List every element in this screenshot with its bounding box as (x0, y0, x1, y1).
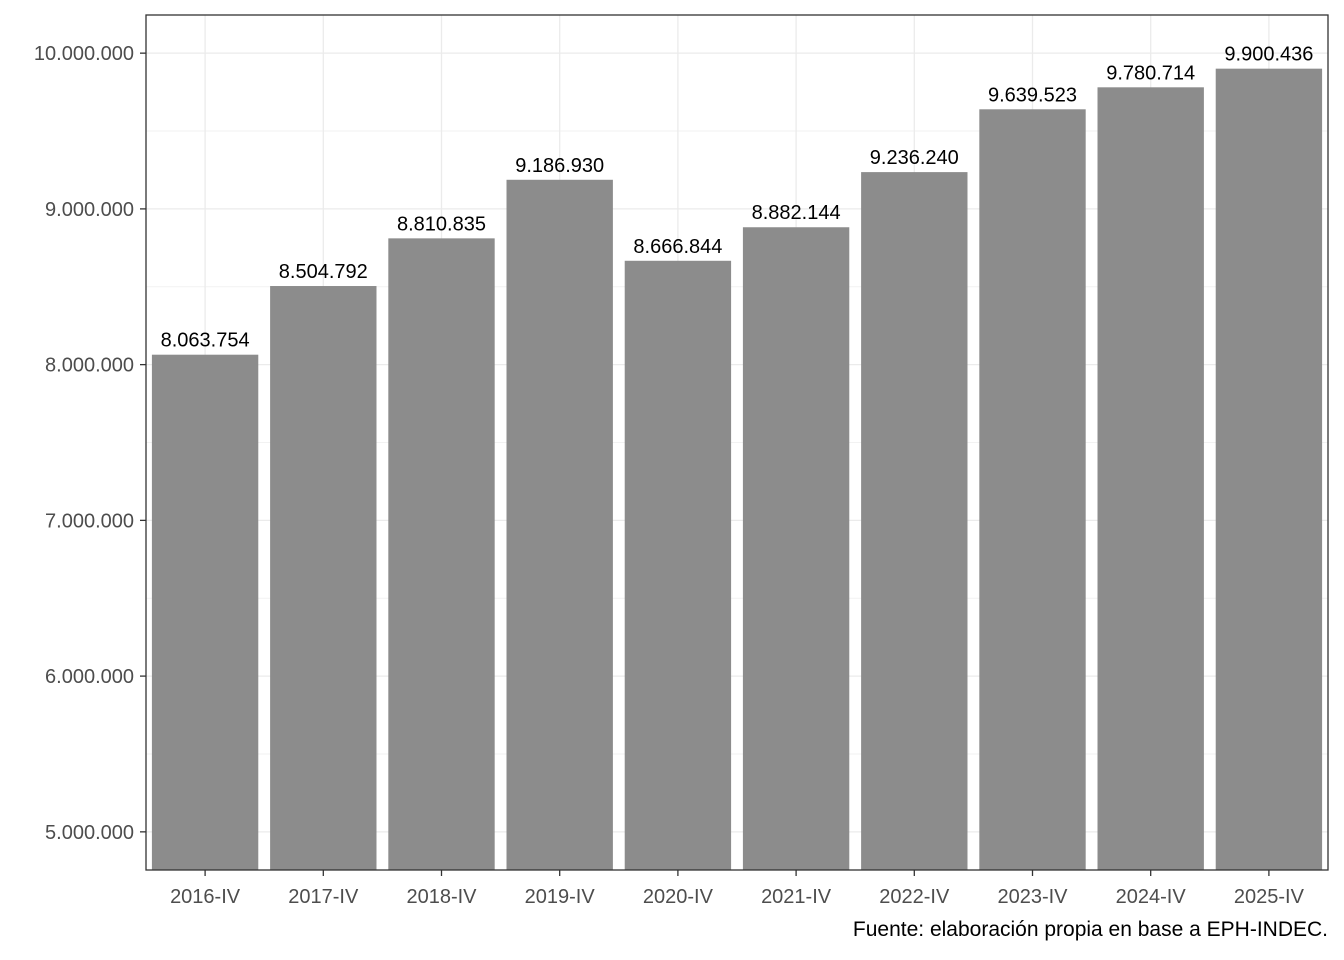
bar (270, 286, 377, 870)
bar (151, 354, 259, 870)
x-tick-label: 2018-IV (406, 886, 477, 908)
bar (624, 260, 732, 870)
y-axis: 5.000.000 6.000.000 7.000.000 8.000.000 9.00… (34, 43, 146, 844)
bar-value-label: 8.666.844 (633, 236, 722, 258)
y-tick-label: 5.000.000 (45, 822, 134, 844)
y-tick-label: 10.000.000 (34, 43, 134, 65)
x-tick-label: 2019-IV (525, 886, 596, 908)
x-tick-label: 2023-IV (997, 886, 1068, 908)
bar-value-label: 9.780.714 (1106, 62, 1195, 84)
x-tick-label: 2016-IV (170, 886, 241, 908)
bar-value-label: 9.186.930 (515, 155, 604, 177)
bars (151, 68, 1323, 871)
bar-value-label: 8.882.144 (752, 202, 841, 224)
y-tick-label: 9.000.000 (45, 199, 134, 221)
bar-value-label: 9.236.240 (870, 147, 959, 169)
x-tick-label: 2017-IV (288, 886, 359, 908)
x-tick-label: 2025-IV (1234, 886, 1305, 908)
x-tick-label: 2024-IV (1116, 886, 1187, 908)
bar (1097, 87, 1204, 871)
y-tick-label: 8.000.000 (45, 355, 134, 377)
bar (742, 227, 850, 871)
bar (979, 109, 1086, 871)
bar (1215, 68, 1323, 870)
x-tick-label: 2020-IV (643, 886, 714, 908)
bar-value-label: 9.639.523 (988, 84, 1077, 106)
x-tick-label: 2021-IV (761, 886, 832, 908)
bar-value-label: 8.063.754 (161, 330, 250, 352)
bar (506, 179, 613, 871)
bar-value-label: 9.900.436 (1224, 44, 1313, 66)
y-tick-label: 6.000.000 (45, 666, 134, 688)
panel-border (145, 14, 1329, 871)
bar-value-label: 8.504.792 (279, 261, 368, 283)
x-axis: 2016-IV 2017-IV 2018-IV 2019-IV 2020-IV 2021-… (170, 870, 1305, 908)
bar (388, 238, 495, 870)
bar (861, 172, 968, 870)
data-labels: 8.063.754 8.504.792 8.810.835 9.186.930 8.66… (161, 44, 1314, 352)
x-tick-label: 2022-IV (879, 886, 950, 908)
source-caption: Fuente: elaboración propia en base a EPH… (852, 918, 1328, 941)
y-tick-label: 7.000.000 (45, 510, 134, 532)
bar-value-label: 8.810.835 (397, 213, 486, 235)
